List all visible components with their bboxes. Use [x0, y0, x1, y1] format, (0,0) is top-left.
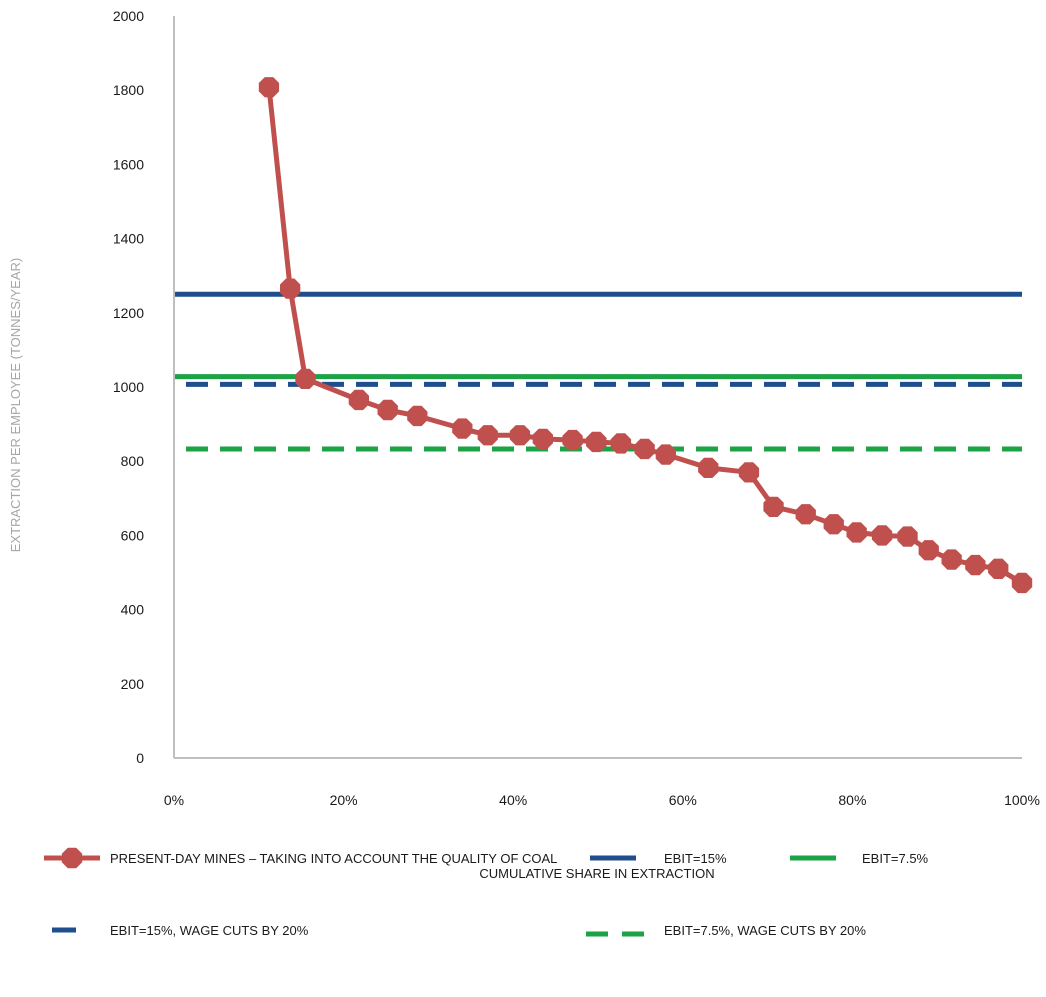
- present-day-mines-point: [655, 444, 676, 465]
- present-day-mines-point: [763, 496, 784, 517]
- present-day-mines-point: [988, 558, 1009, 579]
- y-tick-label: 800: [121, 453, 145, 469]
- y-tick-label: 2000: [113, 8, 144, 24]
- present-day-mines-point: [823, 514, 844, 535]
- present-day-mines-point: [698, 457, 719, 478]
- present-day-mines-point: [610, 433, 632, 454]
- y-tick-label: 1400: [113, 231, 144, 247]
- present-day-mines-point: [280, 278, 301, 299]
- y-tick-label: 1200: [113, 305, 144, 321]
- x-axis: 0% 20% 40% 60% 80% 100%: [164, 757, 1040, 808]
- y-tick-label: 0: [136, 750, 144, 766]
- present-day-mines-point: [738, 462, 760, 483]
- legend-label-ebit-7-5-wage-cut: EBIT=7.5%, WAGE CUTS BY 20%: [664, 923, 866, 938]
- present-day-mines-point: [407, 405, 428, 427]
- x-tick-label: 60%: [669, 792, 697, 808]
- y-tick-label: 1000: [113, 379, 144, 395]
- present-day-mines-point: [1011, 572, 1033, 594]
- present-day-mines-point: [965, 554, 986, 576]
- present-day-mines-point: [941, 549, 962, 570]
- x-tick-label: 80%: [838, 792, 866, 808]
- present-day-mines-point: [795, 504, 816, 525]
- x-tick-label: 0%: [164, 792, 184, 808]
- x-tick-label: 100%: [1004, 792, 1040, 808]
- y-tick-label: 1800: [113, 82, 144, 98]
- x-tick-label: 20%: [330, 792, 358, 808]
- legend-label-present-day-mines: PRESENT-DAY MINES – TAKING INTO ACCOUNT …: [110, 851, 557, 866]
- y-tick-label: 600: [121, 527, 145, 543]
- present-day-mines-point: [562, 429, 583, 451]
- present-day-mines-point: [258, 77, 280, 98]
- present-day-mines-point: [871, 525, 893, 546]
- y-tick-label: 200: [121, 676, 145, 692]
- y-tick-label: 400: [121, 602, 145, 618]
- legend: PRESENT-DAY MINES – TAKING INTO ACCOUNT …: [44, 847, 929, 938]
- present-day-mines-point: [897, 526, 918, 547]
- present-day-mines-point: [295, 368, 316, 389]
- y-tick-label: 1600: [113, 156, 144, 172]
- present-day-mines-point: [452, 418, 473, 439]
- present-day-mines-point: [532, 428, 553, 450]
- legend-marker-present-day-mines: [61, 847, 83, 869]
- y-axis: 0 200 400 600 800 1000 1200 1400 1600 1800 2000: [113, 8, 175, 766]
- present-day-mines-point: [509, 425, 531, 446]
- present-day-mines-line: [266, 86, 1024, 586]
- legend-label-ebit-15: EBIT=15%: [664, 851, 727, 866]
- legend-label-ebit-15-wage-cut: EBIT=15%, WAGE CUTS BY 20%: [110, 923, 309, 938]
- present-day-mines-point: [846, 522, 867, 543]
- present-day-mines-point: [377, 399, 398, 421]
- y-axis-title: EXTRACTION PER EMPLOYEE (TONNES/YEAR): [8, 258, 23, 552]
- plot-area: [174, 77, 1033, 594]
- x-tick-label: 40%: [499, 792, 527, 808]
- present-day-mines-point: [477, 425, 498, 446]
- present-day-mines-point: [586, 431, 607, 453]
- x-axis-title: CUMULATIVE SHARE IN EXTRACTION: [479, 866, 714, 881]
- present-day-mines-point: [634, 438, 655, 460]
- present-day-mines-point: [918, 540, 939, 561]
- legend-label-ebit-7-5: EBIT=7.5%: [862, 851, 929, 866]
- present-day-mines-point: [348, 389, 369, 411]
